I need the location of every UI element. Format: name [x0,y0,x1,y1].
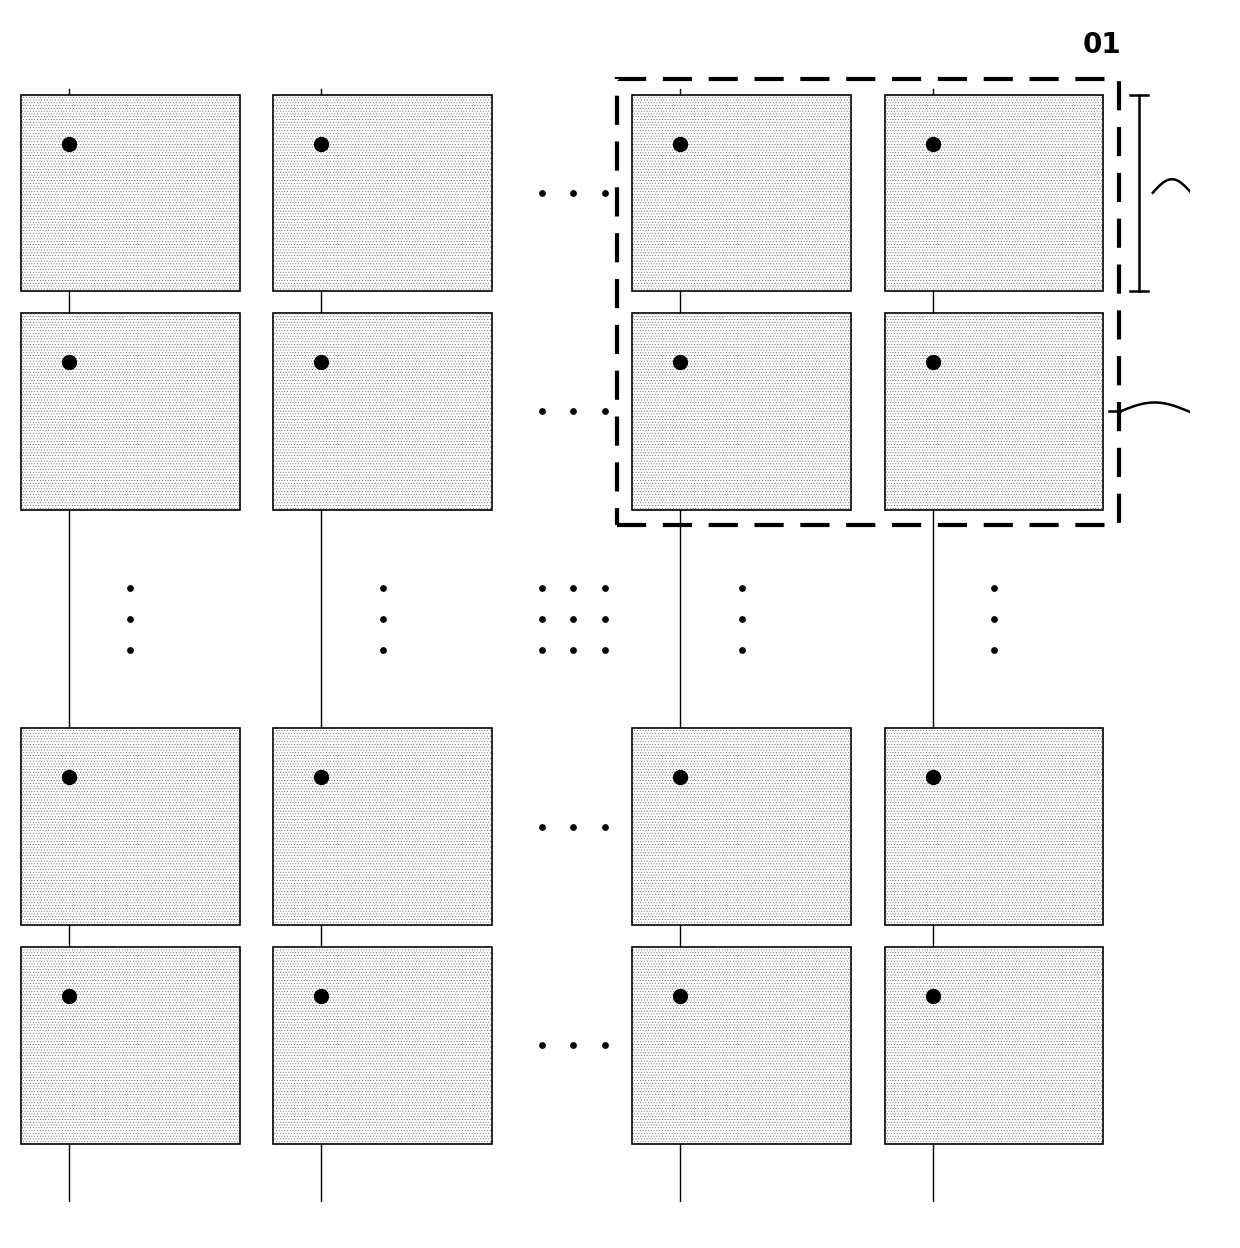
Point [595,609,615,629]
Point [923,768,942,787]
Point [532,640,552,660]
Point [985,609,1004,629]
Point [60,134,79,154]
Bar [884,947,1104,1143]
Point [985,578,1004,598]
Point [595,640,615,660]
Point [671,352,691,372]
Point [595,816,615,836]
Bar [21,313,239,509]
Point [595,578,615,598]
Bar [21,947,239,1143]
Bar [21,95,239,291]
Bar [273,95,492,291]
Bar [273,729,492,925]
Bar [884,729,1104,925]
Bar [632,947,851,1143]
Point [563,578,583,598]
Point [532,182,552,202]
Bar [884,729,1104,925]
Bar [632,947,851,1143]
Bar [632,313,851,509]
Point [732,578,751,598]
Bar [273,947,492,1143]
Point [923,134,942,154]
Bar [884,313,1104,509]
Bar [273,313,492,509]
Point [311,768,331,787]
Bar [616,79,1120,525]
Point [985,640,1004,660]
Bar [884,95,1104,291]
Point [563,816,583,836]
Bar [884,95,1104,291]
Point [563,640,583,660]
Point [923,986,942,1006]
Bar [273,947,492,1143]
Bar [21,729,239,925]
Point [120,609,140,629]
Point [60,768,79,787]
Bar [632,95,851,291]
Bar [632,95,851,291]
Point [532,609,552,629]
Point [732,640,751,660]
Bar [21,729,239,925]
Point [120,640,140,660]
Point [60,352,79,372]
Point [311,352,331,372]
Point [532,402,552,422]
Point [311,134,331,154]
Point [563,182,583,202]
Point [732,609,751,629]
Point [595,182,615,202]
Point [532,816,552,836]
Point [373,609,393,629]
Point [923,352,942,372]
Point [60,986,79,1006]
Bar [273,729,492,925]
Point [373,640,393,660]
Point [563,402,583,422]
Point [532,578,552,598]
Point [563,1036,583,1056]
Text: 01: 01 [1083,31,1121,59]
Bar [21,313,239,509]
Bar [632,313,851,509]
Point [671,768,691,787]
Bar [632,729,851,925]
Point [595,402,615,422]
Point [532,1036,552,1056]
Point [595,1036,615,1056]
Bar [273,313,492,509]
Point [671,986,691,1006]
Bar [21,947,239,1143]
Bar [884,313,1104,509]
Bar [884,947,1104,1143]
Bar [21,95,239,291]
Point [120,578,140,598]
Point [373,578,393,598]
Bar [273,95,492,291]
Point [671,134,691,154]
Bar [632,729,851,925]
Point [311,986,331,1006]
Point [563,609,583,629]
